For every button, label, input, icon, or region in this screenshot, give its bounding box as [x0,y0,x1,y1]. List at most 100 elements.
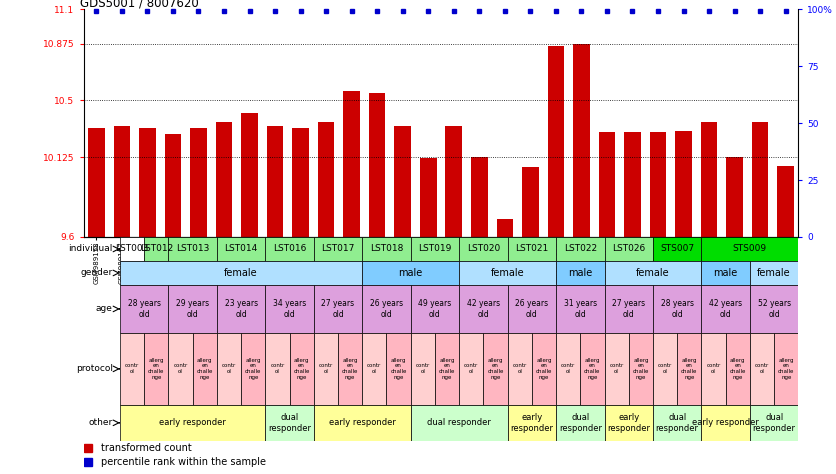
Bar [265,405,314,441]
Bar [120,333,144,405]
Text: 27 years
old: 27 years old [322,299,354,319]
Bar [701,405,750,441]
Bar [701,237,798,261]
Text: allerg
en
challe
nge: allerg en challe nge [778,358,794,380]
Text: early
responder: early responder [510,413,553,433]
Bar [265,285,314,333]
Text: contr
ol: contr ol [173,364,187,374]
Bar [556,405,604,441]
Text: LST016: LST016 [273,245,306,254]
Bar [777,166,794,237]
Text: 29 years
old: 29 years old [176,299,209,319]
Text: allerg
en
challe
nge: allerg en challe nge [293,358,310,380]
Bar [120,237,144,261]
Bar [580,333,604,405]
Text: male: male [568,268,593,278]
Bar [267,126,283,237]
Bar [459,261,556,285]
Text: dual
responder: dual responder [752,413,796,433]
Bar [750,261,798,285]
Text: contr
ol: contr ol [512,364,527,374]
Bar [522,167,538,237]
Bar [314,333,338,405]
Bar [507,405,556,441]
Bar [556,333,580,405]
Text: age: age [96,304,113,313]
Bar [507,285,556,333]
Text: dual
responder: dual responder [558,413,602,433]
Bar [774,333,798,405]
Bar [701,261,750,285]
Bar [548,46,564,237]
Bar [410,333,435,405]
Text: LST013: LST013 [176,245,209,254]
Text: protocol: protocol [76,365,113,374]
Text: 31 years
old: 31 years old [563,299,597,319]
Bar [604,261,701,285]
Text: allerg
en
challe
nge: allerg en challe nge [148,358,165,380]
Bar [314,285,362,333]
Text: 34 years
old: 34 years old [273,299,306,319]
Bar [144,237,168,261]
Text: 26 years
old: 26 years old [515,299,548,319]
Bar [293,128,308,237]
Text: LST012: LST012 [140,245,173,254]
Bar [471,156,487,237]
Text: individual: individual [69,245,113,254]
Text: other: other [89,419,113,428]
Text: 49 years
old: 49 years old [418,299,451,319]
Text: contr
ol: contr ol [464,364,478,374]
Bar [120,261,362,285]
Bar [168,285,217,333]
Text: allerg
en
challe
nge: allerg en challe nge [245,358,262,380]
Bar [435,333,459,405]
Text: dual
responder: dual responder [655,413,699,433]
Text: early responder: early responder [159,419,226,428]
Bar [726,156,743,237]
Text: contr
ol: contr ol [609,364,624,374]
Bar [168,237,217,261]
Bar [653,333,677,405]
Bar [217,333,241,405]
Text: 42 years
old: 42 years old [466,299,500,319]
Bar [216,122,232,237]
Bar [446,126,462,237]
Text: early responder: early responder [692,419,759,428]
Text: dual
responder: dual responder [268,413,311,433]
Bar [362,261,459,285]
Bar [144,333,168,405]
Bar [629,333,653,405]
Bar [599,132,615,237]
Bar [114,126,130,237]
Bar [507,333,532,405]
Bar [604,405,653,441]
Bar [338,333,362,405]
Bar [556,237,604,261]
Bar [362,237,410,261]
Text: allerg
en
challe
nge: allerg en challe nge [633,358,649,380]
Text: LST017: LST017 [321,245,354,254]
Text: 42 years
old: 42 years old [709,299,742,319]
Bar [265,237,314,261]
Bar [344,91,360,237]
Text: GDS5001 / 8007620: GDS5001 / 8007620 [80,0,199,9]
Bar [604,285,653,333]
Text: 27 years
old: 27 years old [612,299,645,319]
Text: male: male [714,268,738,278]
Bar [395,126,411,237]
Bar [139,128,155,237]
Text: transformed count: transformed count [101,443,191,453]
Bar [410,405,507,441]
Text: LST014: LST014 [225,245,257,254]
Bar [192,333,217,405]
Text: contr
ol: contr ol [319,364,333,374]
Bar [459,237,507,261]
Bar [168,333,192,405]
Bar [314,405,410,441]
Bar [420,158,436,237]
Text: allerg
en
challe
nge: allerg en challe nge [487,358,504,380]
Text: percentile rank within the sample: percentile rank within the sample [101,457,266,467]
Bar [241,333,265,405]
Bar [190,128,206,237]
Text: LST019: LST019 [418,245,451,254]
